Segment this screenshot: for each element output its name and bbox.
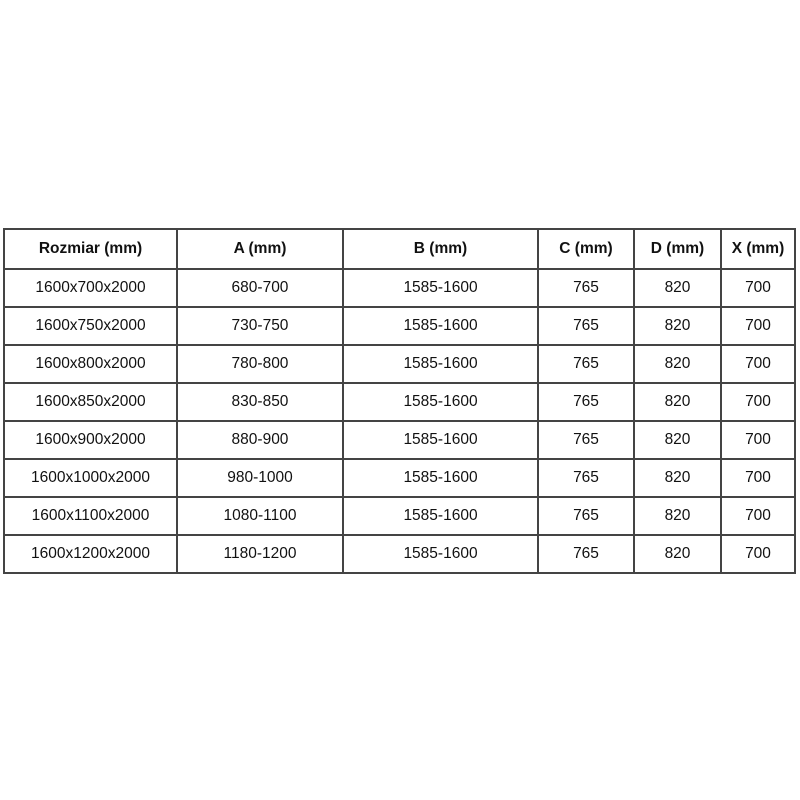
- table-cell: 765: [537, 496, 635, 536]
- table-cell: 830-850: [176, 382, 344, 422]
- table-cell: 765: [537, 420, 635, 460]
- table-cell: 765: [537, 306, 635, 346]
- table-cell: 820: [633, 534, 722, 574]
- table-cell: 820: [633, 344, 722, 384]
- table-cell: 1180-1200: [176, 534, 344, 574]
- table-cell: 1585-1600: [342, 420, 539, 460]
- table-cell: 980-1000: [176, 458, 344, 498]
- table-cell: 1585-1600: [342, 344, 539, 384]
- column-header-b: B (mm): [342, 228, 539, 270]
- table-row: 1600x850x2000 830-850 1585-1600 765 820 700: [3, 382, 796, 422]
- table-row: 1600x1200x2000 1180-1200 1585-1600 765 820 70…: [3, 534, 796, 574]
- table-cell: 820: [633, 458, 722, 498]
- table-cell: 1585-1600: [342, 268, 539, 308]
- table-cell: 780-800: [176, 344, 344, 384]
- table-row: 1600x750x2000 730-750 1585-1600 765 820 700: [3, 306, 796, 346]
- table-row: 1600x900x2000 880-900 1585-1600 765 820 700: [3, 420, 796, 460]
- table-row: 1600x1100x2000 1080-1100 1585-1600 765 820 70…: [3, 496, 796, 536]
- table-row: 1600x1000x2000 980-1000 1585-1600 765 820 700: [3, 458, 796, 498]
- table-cell: 1600x750x2000: [3, 306, 178, 346]
- table-cell: 1600x1200x2000: [3, 534, 178, 574]
- table-cell: 1600x700x2000: [3, 268, 178, 308]
- dimensions-table: Rozmiar (mm) A (mm) B (mm) C (mm) D (mm)…: [3, 228, 796, 574]
- column-header-a: A (mm): [176, 228, 344, 270]
- table-cell: 700: [720, 306, 796, 346]
- table-cell: 820: [633, 268, 722, 308]
- table-cell: 1585-1600: [342, 306, 539, 346]
- table-cell: 880-900: [176, 420, 344, 460]
- dimensions-table-container: Rozmiar (mm) A (mm) B (mm) C (mm) D (mm)…: [3, 228, 796, 574]
- table-cell: 765: [537, 268, 635, 308]
- table-cell: 1600x1100x2000: [3, 496, 178, 536]
- table-cell: 700: [720, 420, 796, 460]
- column-header-x: X (mm): [720, 228, 796, 270]
- table-cell: 1585-1600: [342, 458, 539, 498]
- column-header-c: C (mm): [537, 228, 635, 270]
- table-cell: 1600x900x2000: [3, 420, 178, 460]
- table-cell: 700: [720, 382, 796, 422]
- table-cell: 700: [720, 344, 796, 384]
- table-cell: 700: [720, 458, 796, 498]
- table-cell: 700: [720, 268, 796, 308]
- table-cell: 765: [537, 534, 635, 574]
- column-header-rozmiar: Rozmiar (mm): [3, 228, 178, 270]
- table-row: 1600x700x2000 680-700 1585-1600 765 820 700: [3, 268, 796, 308]
- table-cell: 680-700: [176, 268, 344, 308]
- table-cell: 700: [720, 496, 796, 536]
- table-cell: 1585-1600: [342, 534, 539, 574]
- table-cell: 730-750: [176, 306, 344, 346]
- table-cell: 1600x850x2000: [3, 382, 178, 422]
- table-cell: 1585-1600: [342, 496, 539, 536]
- table-body: 1600x700x2000 680-700 1585-1600 765 820 700 16…: [3, 268, 796, 574]
- table-cell: 765: [537, 382, 635, 422]
- table-cell: 820: [633, 382, 722, 422]
- table-cell: 820: [633, 496, 722, 536]
- column-header-d: D (mm): [633, 228, 722, 270]
- table-cell: 1080-1100: [176, 496, 344, 536]
- table-cell: 1585-1600: [342, 382, 539, 422]
- table-cell: 700: [720, 534, 796, 574]
- table-cell: 765: [537, 344, 635, 384]
- table-cell: 1600x800x2000: [3, 344, 178, 384]
- table-cell: 820: [633, 420, 722, 460]
- table-cell: 765: [537, 458, 635, 498]
- table-row: 1600x800x2000 780-800 1585-1600 765 820 700: [3, 344, 796, 384]
- table-cell: 820: [633, 306, 722, 346]
- table-cell: 1600x1000x2000: [3, 458, 178, 498]
- table-header-row: Rozmiar (mm) A (mm) B (mm) C (mm) D (mm)…: [3, 228, 796, 270]
